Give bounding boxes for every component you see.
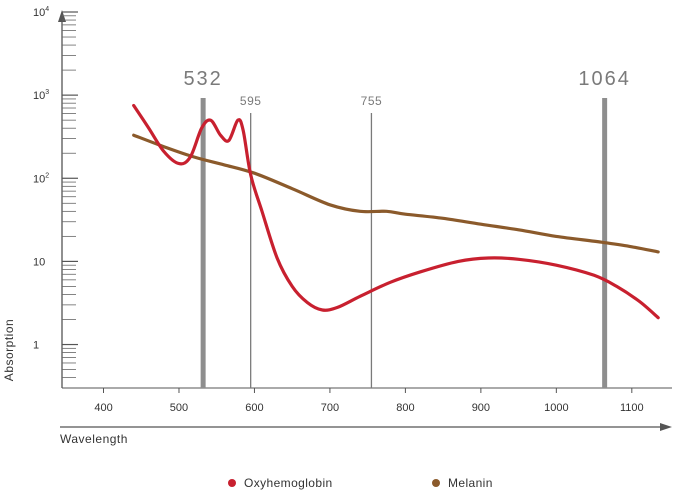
y-axis-title: Absorption [2,319,16,381]
marker-label-532: 532 [183,68,222,90]
y-tick-label: 102 [33,172,49,185]
x-axis-title: Wavelength [60,432,128,446]
x-tick-label: 400 [94,402,112,414]
legend-dot-icon [228,479,236,487]
x-tick-label: 1100 [620,402,644,414]
y-tick-label: 103 [33,89,49,102]
legend: Oxyhemoglobin Melanin [0,476,680,496]
wavelength-arrow-icon [660,423,672,431]
y-tick-label: 1 [33,340,39,352]
y-tick-label: 10 [33,256,45,268]
legend-dot-icon [432,479,440,487]
marker-label-595: 595 [240,94,262,108]
x-tick-label: 1000 [544,402,568,414]
x-axis: 400 500 600 700 800 900 1000 1100 [60,387,672,431]
marker-label-1064: 1064 [578,68,631,90]
legend-label: Melanin [448,476,493,490]
axis-titles: Absorption Wavelength [2,319,128,446]
marker-label-755: 755 [361,94,383,108]
y-tick-label: 104 [33,6,49,19]
data-series [132,103,660,320]
x-tick-label: 600 [245,402,263,414]
x-tick-label: 700 [321,402,339,414]
wavelength-markers: 532 595 755 1064 [183,68,631,388]
series-line-oxyhemoglobin [132,103,660,320]
x-tick-label: 800 [396,402,414,414]
series-line-melanin [132,133,660,254]
y-axis: 1 10 102 103 104 [33,6,78,389]
legend-item-oxyhemoglobin: Oxyhemoglobin [228,476,333,490]
x-tick-label: 500 [170,402,188,414]
legend-item-melanin: Melanin [432,476,493,490]
x-tick-label: 900 [472,402,490,414]
legend-label: Oxyhemoglobin [244,476,333,490]
